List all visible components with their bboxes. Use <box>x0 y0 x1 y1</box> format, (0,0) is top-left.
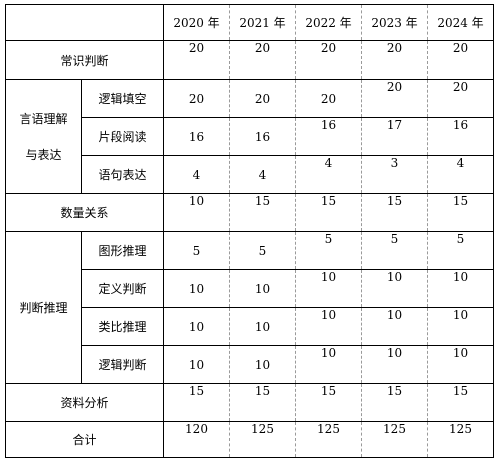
subcategory-label: 语句表达 <box>81 155 164 194</box>
value-cell: 125 <box>427 421 494 458</box>
value-cell: 10 <box>427 307 494 346</box>
value-cell: 10 <box>427 269 494 308</box>
year-header: 2020 年 <box>163 4 230 41</box>
value-cell: 5 <box>229 231 296 270</box>
category-label: 判断推理 <box>5 231 82 384</box>
value-cell: 10 <box>295 345 362 384</box>
value-cell: 20 <box>163 40 230 80</box>
corner-cell <box>5 4 164 41</box>
value-cell: 125 <box>295 421 362 458</box>
table-row: 片段阅读 16 16 16 17 16 <box>6 117 494 156</box>
exam-structure-table: 2020 年 2021 年 2022 年 2023 年 2024 年 常识判断 … <box>5 4 494 458</box>
value-cell: 10 <box>163 193 230 232</box>
value-cell: 10 <box>229 345 296 384</box>
table-row: 数量关系 10 15 15 15 15 <box>5 193 494 232</box>
value-cell: 15 <box>361 193 428 232</box>
value-cell: 16 <box>163 117 230 156</box>
value-cell: 15 <box>427 383 494 422</box>
value-cell: 20 <box>295 79 362 118</box>
subcategory-label: 片段阅读 <box>81 117 164 156</box>
value-cell: 4 <box>295 155 362 194</box>
value-cell: 16 <box>295 117 362 156</box>
value-cell: 15 <box>361 383 428 422</box>
subcategory-label: 类比推理 <box>81 307 164 346</box>
table-row: 语句表达 4 4 4 3 4 <box>6 155 494 194</box>
value-cell: 20 <box>361 79 428 118</box>
value-cell: 10 <box>295 269 362 308</box>
category-label: 言语理解 与表达 <box>5 79 82 194</box>
value-cell: 15 <box>295 383 362 422</box>
year-header: 2024 年 <box>427 4 494 41</box>
value-cell: 5 <box>427 231 494 270</box>
value-cell: 10 <box>163 307 230 346</box>
value-cell: 10 <box>361 307 428 346</box>
year-header: 2023 年 <box>361 4 428 41</box>
value-cell: 20 <box>229 40 296 80</box>
value-cell: 125 <box>229 421 296 458</box>
value-cell: 10 <box>361 345 428 384</box>
value-cell: 15 <box>229 193 296 232</box>
value-cell: 10 <box>229 307 296 346</box>
value-cell: 10 <box>163 345 230 384</box>
table-row: 资料分析 15 15 15 15 15 <box>5 383 494 422</box>
header-row: 2020 年 2021 年 2022 年 2023 年 2024 年 <box>5 4 494 41</box>
subcategory-label: 逻辑判断 <box>81 345 164 384</box>
category-label: 合计 <box>5 421 164 458</box>
subcategory-label: 逻辑填空 <box>81 79 164 118</box>
value-cell: 20 <box>427 79 494 118</box>
subcategory-label: 图形推理 <box>81 231 164 270</box>
value-cell: 15 <box>427 193 494 232</box>
table-row: 判断推理 图形推理 5 5 5 5 5 <box>5 231 494 384</box>
value-cell: 10 <box>229 269 296 308</box>
category-label: 常识判断 <box>5 40 164 80</box>
value-cell: 20 <box>427 40 494 80</box>
value-cell: 4 <box>163 155 230 194</box>
subcategory-label: 定义判断 <box>81 269 164 308</box>
table-row: 常识判断 20 20 20 20 20 <box>5 40 494 80</box>
value-cell: 16 <box>427 117 494 156</box>
value-cell: 20 <box>361 40 428 80</box>
value-cell: 15 <box>229 383 296 422</box>
year-header: 2021 年 <box>229 4 296 41</box>
category-label-line: 言语理解 <box>19 111 68 126</box>
value-cell: 10 <box>295 307 362 346</box>
table-row: 合计 120 125 125 125 125 <box>5 421 494 458</box>
table-row: 言语理解 与表达 逻辑填空 20 20 20 20 20 <box>5 79 494 194</box>
value-cell: 5 <box>163 231 230 270</box>
table-row: 定义判断 10 10 10 10 10 <box>6 269 494 308</box>
value-cell: 10 <box>427 345 494 384</box>
table-row: 类比推理 10 10 10 10 10 <box>6 307 494 346</box>
value-cell: 20 <box>295 40 362 80</box>
value-cell: 15 <box>163 383 230 422</box>
value-cell: 5 <box>361 231 428 270</box>
value-cell: 16 <box>229 117 296 156</box>
value-cell: 4 <box>229 155 296 194</box>
value-cell: 120 <box>163 421 230 458</box>
category-label: 数量关系 <box>5 193 164 232</box>
value-cell: 10 <box>361 269 428 308</box>
category-label-line: 与表达 <box>25 147 62 162</box>
category-label: 资料分析 <box>5 383 164 422</box>
year-header: 2022 年 <box>295 4 362 41</box>
value-cell: 125 <box>361 421 428 458</box>
value-cell: 4 <box>427 155 494 194</box>
value-cell: 3 <box>361 155 428 194</box>
value-cell: 20 <box>163 79 230 118</box>
value-cell: 5 <box>295 231 362 270</box>
table-row: 逻辑判断 10 10 10 10 10 <box>6 345 494 384</box>
value-cell: 17 <box>361 117 428 156</box>
value-cell: 10 <box>163 269 230 308</box>
value-cell: 20 <box>229 79 296 118</box>
value-cell: 15 <box>295 193 362 232</box>
